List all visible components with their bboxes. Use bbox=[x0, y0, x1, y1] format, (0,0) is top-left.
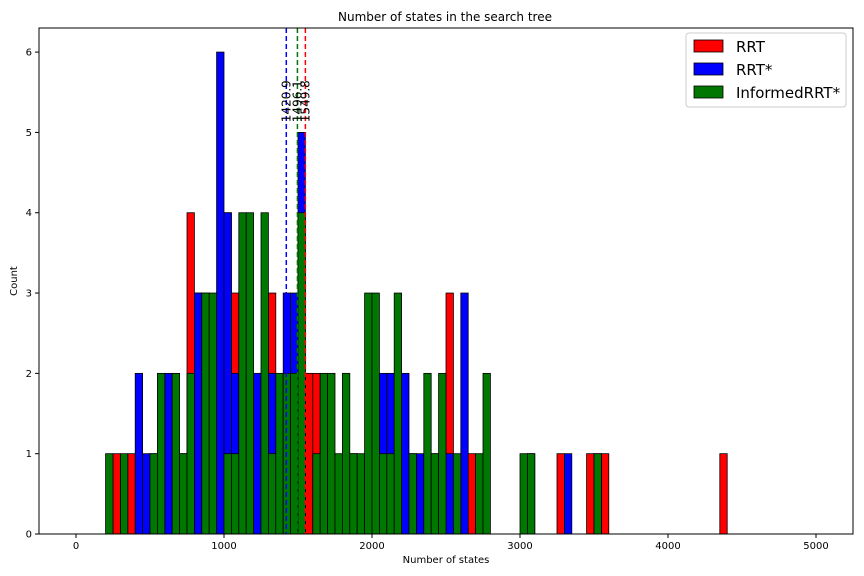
legend-swatch-informedrrt- bbox=[693, 85, 724, 99]
bar-informedrrt- bbox=[238, 212, 247, 535]
bar-rrt- bbox=[415, 453, 425, 535]
bar-informedrrt- bbox=[475, 453, 484, 535]
legend-swatch-rrt bbox=[693, 39, 724, 53]
bar-informedrrt- bbox=[423, 372, 432, 535]
bar-informedrrt- bbox=[408, 453, 417, 535]
bar-informedrrt- bbox=[386, 453, 395, 535]
bar-informedrrt- bbox=[341, 372, 351, 535]
bar-informedrrt- bbox=[378, 453, 388, 535]
y-tick-label: 2 bbox=[26, 369, 32, 380]
chart-title: Number of states in the search tree bbox=[338, 10, 552, 24]
bar-informedrrt- bbox=[430, 453, 440, 535]
bar-informedrrt- bbox=[105, 453, 114, 535]
bar-rrt- bbox=[164, 372, 173, 535]
bar-informedrrt- bbox=[527, 453, 536, 535]
bar-informedrrt- bbox=[593, 453, 602, 535]
bar-rrt- bbox=[445, 453, 454, 535]
bar-informedrrt- bbox=[349, 453, 358, 535]
bar-informedrrt- bbox=[267, 453, 277, 535]
bar-informedrrt- bbox=[186, 372, 195, 535]
x-axis-label: Number of states bbox=[403, 555, 490, 566]
y-tick-label: 4 bbox=[26, 208, 32, 219]
bar-informedrrt- bbox=[319, 372, 329, 535]
legend-swatch-rrt- bbox=[693, 62, 724, 76]
y-tick-label: 5 bbox=[26, 128, 32, 139]
bar-informedrrt- bbox=[371, 292, 380, 535]
bar-informedrrt- bbox=[223, 453, 232, 535]
bar-rrt- bbox=[134, 372, 143, 535]
y-tick-label: 6 bbox=[26, 48, 32, 59]
bar-informedrrt- bbox=[334, 453, 343, 535]
y-axis-ticks: 0 1 2 3 4 5 6 bbox=[26, 48, 39, 541]
bar-rrt bbox=[304, 372, 314, 535]
y-tick-label: 0 bbox=[26, 530, 32, 541]
legend-box bbox=[685, 32, 847, 108]
bars-layer bbox=[105, 51, 728, 535]
y-axis-label: Count bbox=[9, 266, 20, 296]
mean-line-label: 1420.9 bbox=[279, 80, 293, 122]
bar-informedrrt- bbox=[201, 292, 210, 535]
bar-informedrrt- bbox=[208, 292, 217, 535]
x-tick-label: 2000 bbox=[359, 541, 384, 552]
mean-line-label: 1496.1 bbox=[290, 80, 304, 122]
bar-informedrrt- bbox=[275, 372, 284, 535]
bar-informedrrt- bbox=[356, 453, 366, 535]
bar-rrt bbox=[719, 453, 728, 535]
x-axis-ticks: 0 1000 2000 3000 4000 5000 bbox=[73, 534, 829, 552]
bar-informedrrt- bbox=[297, 212, 306, 535]
bar-informedrrt- bbox=[245, 212, 254, 535]
bar-informedrrt- bbox=[179, 453, 188, 535]
bar-informedrrt- bbox=[171, 372, 180, 535]
bar-informedrrt- bbox=[327, 372, 336, 535]
bar-rrt bbox=[586, 453, 595, 535]
bar-rrt bbox=[601, 453, 610, 535]
legend-label-rrt-: RRT* bbox=[736, 61, 773, 79]
bar-rrt- bbox=[142, 453, 151, 535]
legend-label-informedrrt-: InformedRRT* bbox=[736, 84, 841, 102]
x-tick-label: 1000 bbox=[211, 541, 236, 552]
y-tick-label: 1 bbox=[26, 449, 32, 460]
legend: RRT RRT* InformedRRT* bbox=[685, 32, 847, 108]
bar-informedrrt- bbox=[120, 453, 129, 535]
y-tick-label: 3 bbox=[26, 289, 32, 300]
bar-rrt bbox=[112, 453, 121, 535]
bar-informedrrt- bbox=[312, 453, 321, 535]
bar-informedrrt- bbox=[260, 212, 269, 535]
bar-rrt- bbox=[216, 51, 225, 535]
legend-label-rrt: RRT bbox=[736, 38, 766, 56]
bar-informedrrt- bbox=[519, 453, 528, 535]
bar-rrt- bbox=[564, 453, 573, 535]
bar-informedrrt- bbox=[156, 372, 166, 535]
bar-informedrrt- bbox=[482, 372, 491, 535]
bar-informedrrt- bbox=[393, 292, 403, 535]
x-tick-label: 3000 bbox=[507, 541, 532, 552]
x-tick-label: 5000 bbox=[803, 541, 828, 552]
bar-rrt bbox=[556, 453, 565, 535]
bar-rrt bbox=[467, 453, 477, 535]
mean-line-label: 1549.8 bbox=[298, 80, 312, 122]
x-tick-label: 0 bbox=[73, 541, 79, 552]
bar-informedrrt- bbox=[230, 453, 240, 535]
bar-informedrrt- bbox=[364, 292, 373, 535]
x-tick-label: 4000 bbox=[655, 541, 680, 552]
bar-informedrrt- bbox=[149, 453, 158, 535]
bar-rrt bbox=[127, 453, 136, 535]
bar-rrt- bbox=[401, 372, 410, 535]
plot-frame bbox=[38, 27, 854, 535]
bar-informedrrt- bbox=[438, 372, 447, 535]
bar-rrt- bbox=[193, 292, 203, 535]
bar-informedrrt- bbox=[452, 453, 462, 535]
bar-rrt- bbox=[253, 372, 262, 535]
bar-rrt- bbox=[460, 292, 469, 535]
